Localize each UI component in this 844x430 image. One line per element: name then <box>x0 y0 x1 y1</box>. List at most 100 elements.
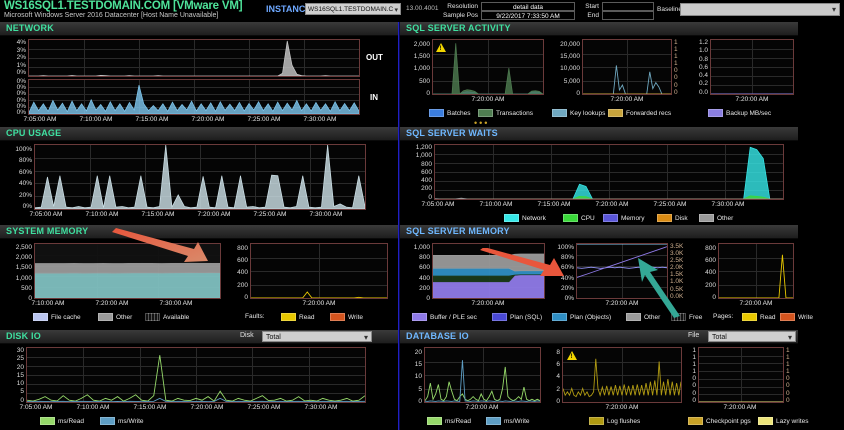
sqlmem-c2-yaxis: 100% 80% 60% 40% 20% 0% <box>557 244 574 303</box>
warning-icon <box>567 351 577 360</box>
baseline-select[interactable]: ▾ <box>680 3 840 16</box>
system-memory-faults-chart[interactable] <box>250 243 388 299</box>
system-memory-chart[interactable] <box>34 243 221 299</box>
sqlact-c2-xtick: 7:20:00 AM <box>610 96 644 103</box>
panel-disk-io: DISK IO Disk Total ▾ 30 25 20 15 10 5 0 <box>0 330 398 430</box>
network-xtick: 7:15:00 AM <box>135 116 169 123</box>
sql-activity-batches-chart[interactable] <box>432 39 544 95</box>
cpu-yaxis: 100% 80% 60% 40% 20% 0% <box>15 146 32 211</box>
legend-item-network: Network <box>504 214 546 222</box>
sql-memory-breakdown-chart[interactable] <box>432 243 545 299</box>
sql-memory-pages-chart[interactable] <box>718 243 794 299</box>
chevron-down-icon: ▾ <box>394 7 398 14</box>
panel-header-sql-activity: SQL SERVER ACTIVITY <box>400 22 798 36</box>
sql-memory-ple-chart[interactable] <box>576 243 668 299</box>
diskio-yaxis: 30 25 20 15 10 5 0 <box>16 347 24 404</box>
legend-swatch-buffer-ple <box>412 313 427 321</box>
database-io-checkpoint-chart[interactable] <box>698 347 784 403</box>
legend-swatch-ms-read <box>40 417 55 425</box>
panel-title-system-memory: SYSTEM MEMORY <box>6 226 89 236</box>
start-value[interactable] <box>602 2 654 11</box>
legend-swatch-plan-sql <box>492 313 507 321</box>
legend-swatch-key-lookups <box>552 109 567 117</box>
diskio-xtick: 7:05:00 AM <box>19 404 53 411</box>
disk-select-value: Total <box>266 334 281 341</box>
database-io-logflushes-chart[interactable] <box>562 347 682 403</box>
cpu-xtick: 7:25:00 AM <box>253 211 287 218</box>
legend-swatch-lazy-writes <box>758 417 773 425</box>
panel-title-network: NETWORK <box>6 23 54 33</box>
legend-swatch-file-cache <box>33 313 48 321</box>
network-in-yaxis: 0% 0% 0% 0% 0% 0% <box>16 78 26 117</box>
legend-swatch-log-flushes <box>589 417 604 425</box>
panel-header-sql-waits: SQL SERVER WAITS <box>400 127 798 141</box>
legend-swatch-ms-write <box>100 417 115 425</box>
pages-label: Pages: <box>713 313 734 320</box>
chevron-down-icon: ▾ <box>363 333 368 342</box>
legend-item-checkpoint-pgs: Checkpoint pgs <box>688 417 751 425</box>
legend-item-available: Available <box>145 313 189 321</box>
cpu-xtick: 7:15:00 AM <box>141 211 175 218</box>
legend-swatch-other <box>98 313 113 321</box>
disk-io-chart[interactable] <box>26 347 366 403</box>
legend-swatch-ms-write <box>486 417 501 425</box>
instance-value: WS16SQL1.TESTDOMAIN.C <box>308 6 394 13</box>
legend-swatch-cpu <box>563 214 578 222</box>
instance-select[interactable]: WS16SQL1.TESTDOMAIN.C ▾ <box>305 3 401 15</box>
legend-item-cpu: CPU <box>563 214 595 222</box>
legend-swatch-network <box>504 214 519 222</box>
legend-item-pages-read: Read <box>742 313 776 321</box>
legend-item-disk: Disk <box>657 214 688 222</box>
panel-database-io: DATABASE IO File Total ▾ 20 15 10 5 0 7:… <box>400 330 809 430</box>
legend-item-other: Other <box>98 313 132 321</box>
header-bar: WS16SQL1.TESTDOMAIN.COM [VMware VM] Micr… <box>0 0 844 22</box>
legend-item-lazy-writes: Lazy writes <box>758 417 809 425</box>
sqlwaits-xtick: 7:20:00 AM <box>595 201 629 208</box>
end-label: End <box>587 12 599 19</box>
faults-label: Faults: <box>245 313 265 320</box>
legend-item-key-lookups: Key lookups <box>552 109 605 117</box>
legend-item-faults-read: Read <box>281 313 315 321</box>
sqlact-c2-yaxis: 20,000 15,000 10,000 5,000 0 <box>560 41 580 97</box>
network-xtick: 7:25:00 AM <box>247 116 281 123</box>
sqlwaits-xtick: 7:25:00 AM <box>653 201 687 208</box>
legend-swatch-faults-write <box>330 313 345 321</box>
panel-sql-waits: SQL SERVER WAITS 1,200 1,000 800 600 400… <box>400 127 798 225</box>
legend-swatch-available <box>145 313 160 321</box>
panel-header-system-memory: SYSTEM MEMORY <box>0 225 398 239</box>
file-select[interactable]: Total ▾ <box>708 331 796 342</box>
cpu-usage-chart[interactable] <box>34 144 366 210</box>
sqlwaits-xtick: 7:10:00 AM <box>479 201 513 208</box>
dbio-c1-yaxis: 20 15 10 5 0 <box>414 349 422 405</box>
database-io-ms-chart[interactable] <box>424 347 541 403</box>
network-in-chart[interactable] <box>28 79 360 115</box>
legend-swatch-disk <box>657 214 672 222</box>
panel-network: NETWORK 4% 3% 2% 1% 0% OUT 0% 0% 0% 0% 0… <box>0 22 398 127</box>
legend-swatch-memory <box>603 214 618 222</box>
panel-title-sql-memory: SQL SERVER MEMORY <box>406 226 510 236</box>
sysmem-xtick: 7:10:00 AM <box>31 300 65 307</box>
pager-dots[interactable]: ••• <box>474 118 490 128</box>
file-select-label: File <box>688 332 700 339</box>
panel-title-sql-waits: SQL SERVER WAITS <box>406 128 498 138</box>
panel-header-cpu: CPU USAGE <box>0 127 398 141</box>
disk-select[interactable]: Total ▾ <box>262 331 372 342</box>
panel-title-cpu-usage: CPU USAGE <box>6 128 62 138</box>
legend-item-plan-sql: Plan (SQL) <box>492 313 542 321</box>
legend-swatch-forwarded-recs <box>608 109 623 117</box>
end-value[interactable] <box>602 11 654 20</box>
sql-activity-backup-chart[interactable] <box>710 39 794 95</box>
panel-sql-activity: SQL SERVER ACTIVITY 2,000 1,500 1,000 50… <box>400 22 798 128</box>
resolution-value[interactable]: detail data <box>481 2 575 11</box>
sql-waits-chart[interactable] <box>434 144 784 200</box>
panel-title-sql-activity: SQL SERVER ACTIVITY <box>406 23 511 33</box>
sqlact-c3-yaxis: 1.2 1.0 0.8 0.6 0.4 0.2 0.0 <box>698 39 708 96</box>
legend-item-other: Other <box>626 313 660 321</box>
sysmem-xtick: 7:20:00 AM <box>95 300 129 307</box>
network-out-chart[interactable] <box>28 39 360 77</box>
sample-pos-value[interactable]: 9/22/2017 7:33:50 AM <box>481 11 575 20</box>
sql-activity-keylookups-chart[interactable] <box>582 39 672 95</box>
sqlmem-c3-yaxis: 800 600 400 200 0 <box>705 245 716 301</box>
network-xtick: 7:20:00 AM <box>191 116 225 123</box>
legend-swatch-plan-objects <box>552 313 567 321</box>
